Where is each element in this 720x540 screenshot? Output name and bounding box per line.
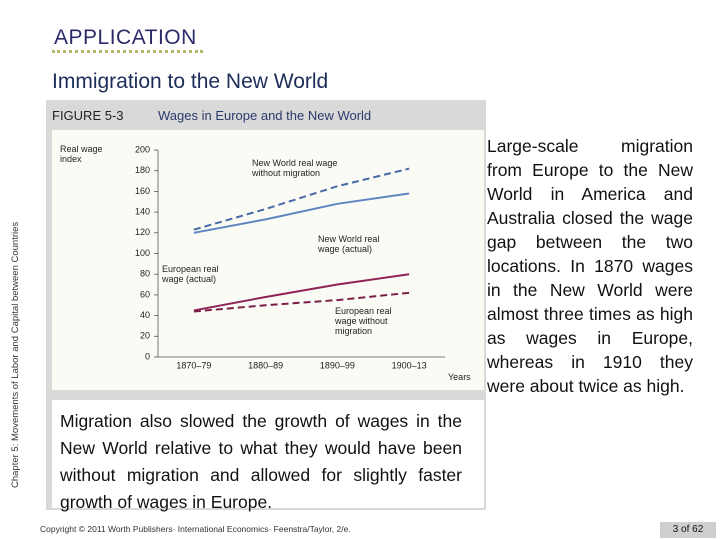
side-text: Large-scale migration from Europe to the… <box>487 136 693 396</box>
chart-area <box>52 130 484 390</box>
y-tick-label: 20 <box>140 331 150 341</box>
annotation: New World real wage without migration <box>252 158 338 178</box>
y-tick-label: 180 <box>135 165 150 175</box>
y-tick-label: 100 <box>135 248 150 258</box>
series-line <box>193 167 410 231</box>
copyright: Copyright © 2011 Worth Publishers· Inter… <box>40 524 351 534</box>
chapter-sidebar: Chapter 5: Movements of Labor and Capita… <box>10 221 21 488</box>
body-text: Migration also slowed the growth of wage… <box>60 411 462 512</box>
x-tick-label: 1870–79 <box>176 360 211 370</box>
page-number: 3 of 62 <box>660 522 716 538</box>
figure-number: FIGURE 5-3 <box>52 108 124 123</box>
series-line <box>193 273 410 312</box>
y-tick-label: 60 <box>140 289 150 299</box>
x-tick-label: 1890–99 <box>320 360 355 370</box>
x-axis-title: Years <box>448 372 471 382</box>
slide-title: Immigration to the New World <box>52 70 329 93</box>
text-box <box>52 400 484 508</box>
annotation: European real wage without migration <box>335 306 392 336</box>
figure-caption: Wages in Europe and the New World <box>158 108 372 123</box>
series-line <box>193 192 410 234</box>
y-tick-label: 160 <box>135 186 150 196</box>
annotation: New World real wage (actual) <box>318 234 380 254</box>
y-tick-label: 0 <box>145 351 150 361</box>
series-line <box>193 291 410 313</box>
y-tick-label: 80 <box>140 269 150 279</box>
x-tick-label: 1880–89 <box>248 360 283 370</box>
y-axis-title: Real wage index <box>60 144 103 164</box>
x-tick-label: 1900–13 <box>392 360 427 370</box>
y-tick-label: 120 <box>135 227 150 237</box>
y-tick-label: 40 <box>140 310 150 320</box>
y-tick-label: 200 <box>135 144 150 154</box>
y-tick-label: 140 <box>135 206 150 216</box>
annotation: European real wage (actual) <box>162 264 219 284</box>
section-label: APPLICATION <box>52 26 203 53</box>
